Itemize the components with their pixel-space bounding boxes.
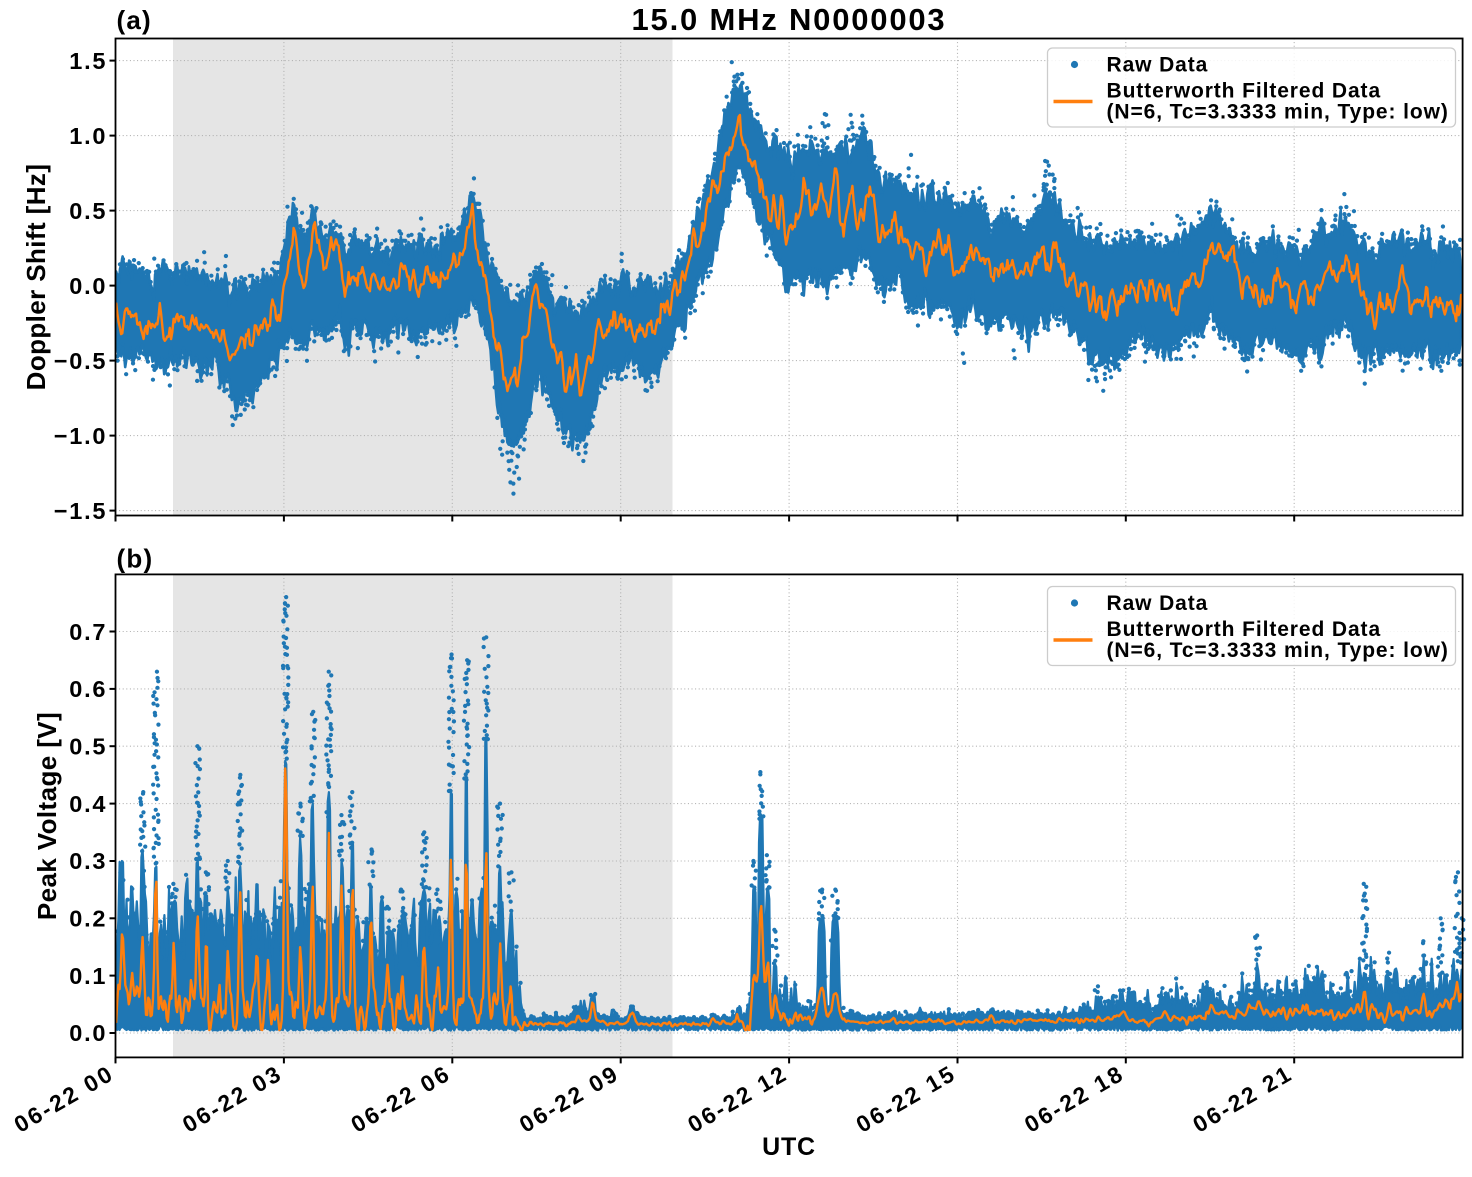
svg-text:Peak Voltage [V]: Peak Voltage [V] [32, 712, 62, 920]
svg-text:Raw Data: Raw Data [1107, 592, 1209, 615]
svg-text:−1.5: −1.5 [54, 498, 108, 524]
svg-text:0.1: 0.1 [69, 963, 107, 989]
svg-text:15.0 MHz N0000003: 15.0 MHz N0000003 [632, 2, 947, 37]
svg-text:Butterworth Filtered Data: Butterworth Filtered Data [1107, 618, 1382, 641]
svg-text:0.7: 0.7 [69, 619, 107, 645]
svg-text:0.2: 0.2 [69, 906, 107, 932]
svg-text:0.5: 0.5 [69, 198, 107, 224]
svg-text:(a): (a) [117, 5, 152, 35]
svg-text:0.6: 0.6 [69, 676, 107, 702]
svg-text:Raw Data: Raw Data [1107, 54, 1209, 77]
svg-text:−0.5: −0.5 [54, 348, 108, 374]
svg-text:Doppler Shift [Hz]: Doppler Shift [Hz] [21, 164, 51, 391]
svg-text:0.0: 0.0 [69, 273, 107, 299]
svg-text:(N=6, Tc=3.3333 min, Type: low: (N=6, Tc=3.3333 min, Type: low) [1107, 639, 1449, 662]
svg-text:1.5: 1.5 [69, 48, 107, 74]
svg-text:0.4: 0.4 [69, 791, 107, 817]
svg-text:1.0: 1.0 [69, 123, 107, 149]
svg-text:0.5: 0.5 [69, 734, 107, 760]
svg-text:0.3: 0.3 [69, 848, 107, 874]
svg-text:−1.0: −1.0 [54, 423, 108, 449]
svg-text:0.0: 0.0 [69, 1020, 107, 1046]
svg-text:(b): (b) [117, 544, 154, 574]
svg-text:Butterworth Filtered Data: Butterworth Filtered Data [1107, 80, 1382, 103]
svg-text:UTC: UTC [762, 1133, 816, 1161]
svg-text:(N=6, Tc=3.3333 min, Type: low: (N=6, Tc=3.3333 min, Type: low) [1107, 101, 1449, 124]
